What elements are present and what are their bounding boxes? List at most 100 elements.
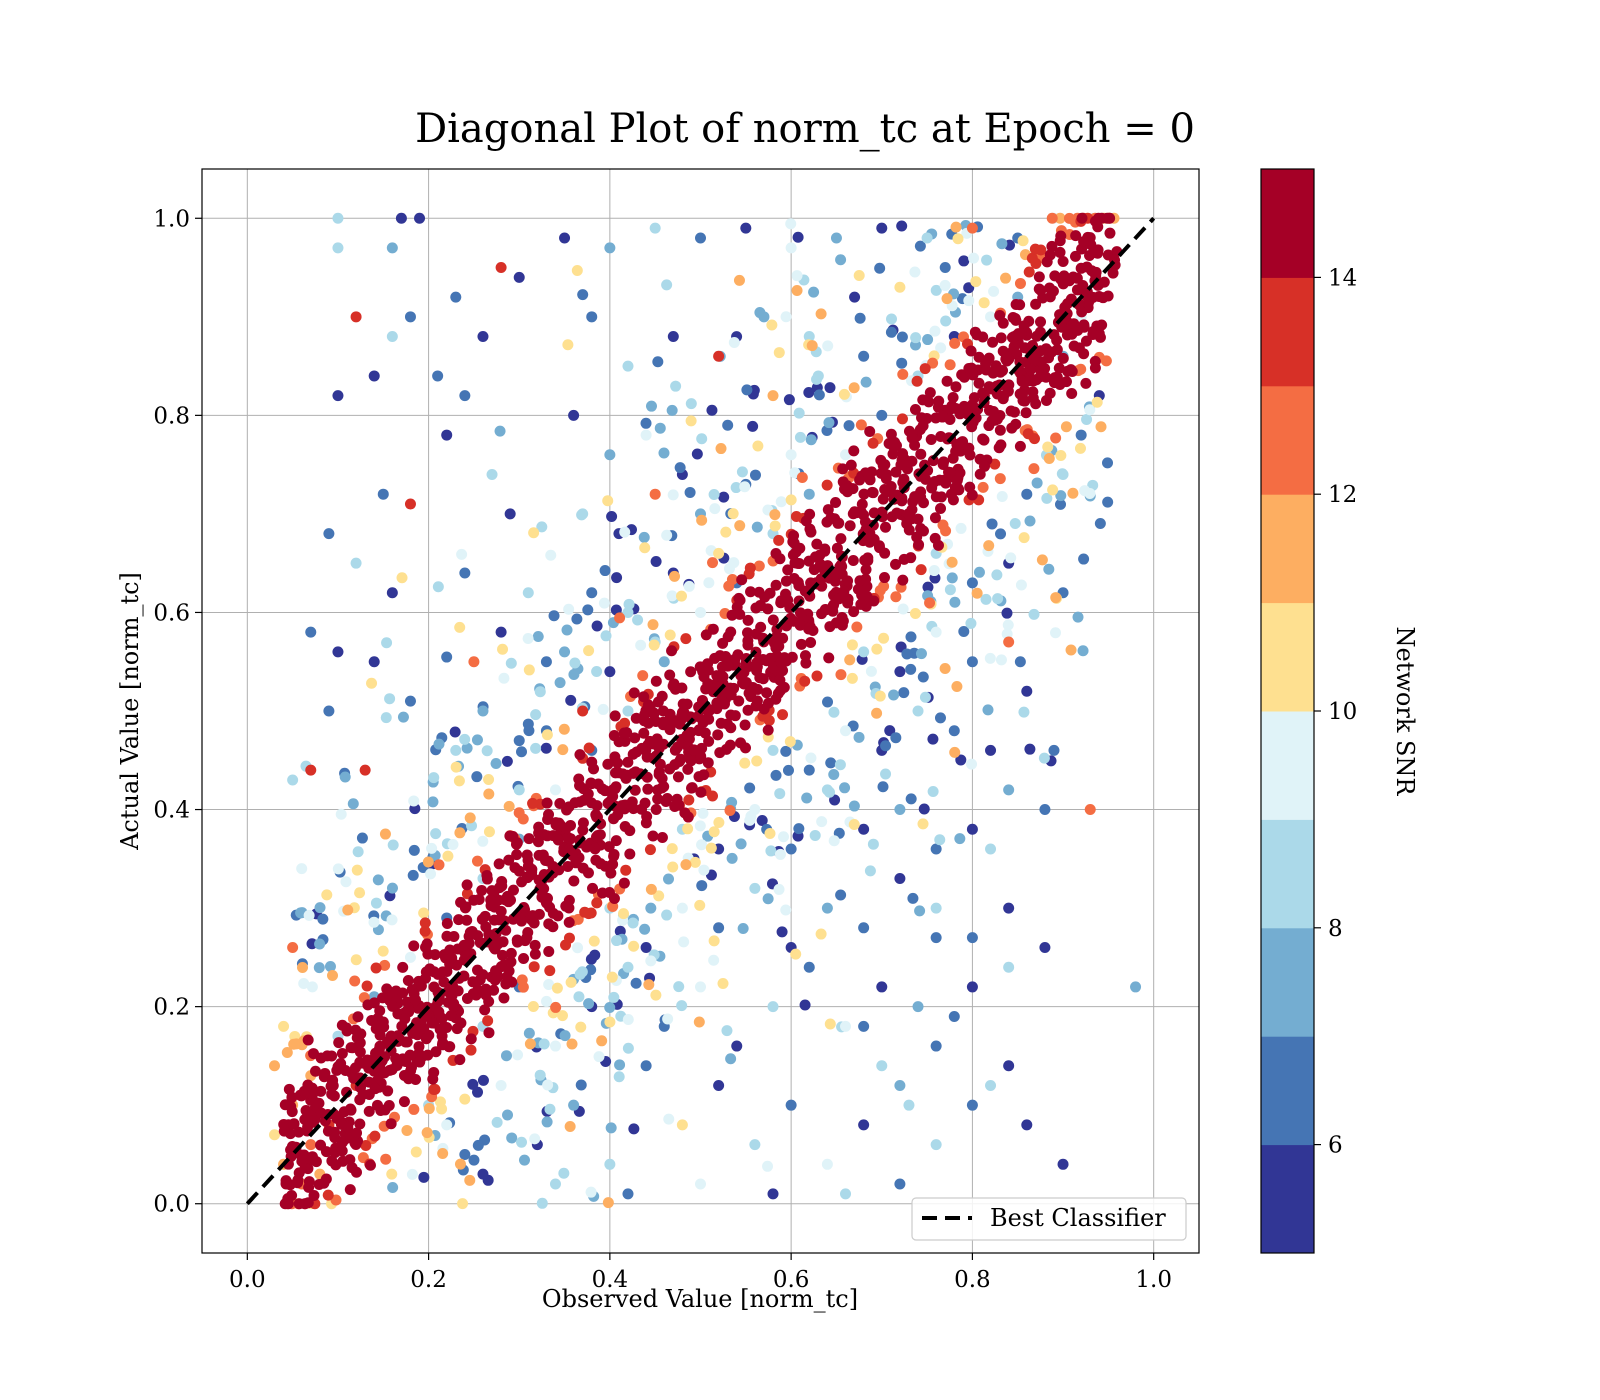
scatter-point <box>957 436 969 448</box>
scatter-point <box>858 350 870 362</box>
scatter-point <box>762 893 774 905</box>
scatter-point <box>380 1153 392 1165</box>
scatter-point <box>295 907 307 919</box>
scatter-point <box>430 828 442 840</box>
scatter-point <box>756 814 768 826</box>
scatter-point <box>935 342 947 354</box>
scatter-point <box>287 942 299 954</box>
scatter-point <box>574 749 586 761</box>
scatter-point <box>369 1130 381 1142</box>
scatter-point <box>403 1073 415 1085</box>
scatter-point <box>669 744 681 756</box>
scatter-point <box>591 620 603 632</box>
scatter-point <box>853 270 865 282</box>
scatter-point <box>428 772 440 784</box>
scatter-point <box>835 889 847 901</box>
scatter-point <box>459 1093 471 1105</box>
scatter-point <box>414 212 426 224</box>
scatter-point <box>503 854 515 866</box>
scatter-point <box>622 705 634 717</box>
colorbar-tick-label: 8 <box>1328 916 1343 942</box>
scatter-point <box>874 690 886 702</box>
scatter-point <box>604 1016 616 1028</box>
scatter-point <box>1035 316 1047 328</box>
scatter-point <box>842 594 854 606</box>
scatter-point <box>860 564 872 576</box>
scatter-point <box>598 597 610 609</box>
scatter-point <box>978 434 990 446</box>
scatter-point <box>314 902 326 914</box>
scatter-point <box>423 1103 435 1115</box>
scatter-point <box>608 850 620 862</box>
scatter-point <box>1081 413 1093 425</box>
scatter-point <box>604 242 616 254</box>
scatter-point <box>582 788 594 800</box>
scatter-point <box>994 473 1006 485</box>
scatter-point <box>765 845 777 857</box>
scatter-point <box>707 557 719 569</box>
scatter-point <box>930 843 942 855</box>
scatter-point <box>541 797 553 809</box>
scatter-point <box>583 998 595 1010</box>
scatter-point <box>726 852 738 864</box>
scatter-point <box>573 991 585 1003</box>
scatter-point <box>947 494 959 506</box>
scatter-point <box>749 1139 761 1151</box>
scatter-point <box>996 238 1008 250</box>
scatter-point <box>354 887 366 899</box>
scatter-point <box>296 863 308 875</box>
scatter-point <box>963 363 975 375</box>
scatter-point <box>785 843 797 855</box>
scatter-point <box>1017 395 1029 407</box>
scatter-point <box>880 521 892 533</box>
scatter-point <box>912 705 924 717</box>
scatter-point <box>559 232 571 244</box>
scatter-point <box>1049 270 1061 282</box>
scatter-point <box>663 1113 675 1125</box>
scatter-point <box>361 980 373 992</box>
scatter-point <box>606 511 618 523</box>
scatter-point <box>733 274 745 286</box>
scatter-point <box>903 524 915 536</box>
scatter-point <box>464 812 476 824</box>
scatter-point <box>670 380 682 392</box>
scatter-point <box>671 793 683 805</box>
scatter-point <box>739 742 751 754</box>
scatter-point <box>796 471 808 483</box>
scatter-point <box>549 784 561 796</box>
scatter-point <box>377 488 389 500</box>
scatter-point <box>676 682 688 694</box>
scatter-point <box>740 222 752 234</box>
scatter-point <box>593 1051 605 1063</box>
scatter-point <box>939 262 951 274</box>
scatter-point <box>293 1126 305 1138</box>
scatter-point <box>696 880 708 892</box>
plot-frame <box>201 168 1200 1254</box>
scatter-point <box>932 401 944 413</box>
scatter-point <box>907 892 919 904</box>
scatter-point <box>741 627 753 639</box>
scatter-point <box>693 771 705 783</box>
scatter-point <box>370 1023 382 1035</box>
scatter-point <box>1084 804 1096 816</box>
scatter-point <box>973 566 985 578</box>
scatter-point <box>685 398 697 410</box>
scatter-point <box>689 856 701 868</box>
scatter-point <box>515 913 527 925</box>
scatter-point <box>532 836 544 848</box>
scatter-point <box>811 538 823 550</box>
scatter-point <box>450 744 462 756</box>
scatter-point <box>1078 553 1090 565</box>
scatter-point <box>386 587 398 599</box>
scatter-point <box>729 710 741 722</box>
scatter-point <box>649 488 661 500</box>
scatter-point <box>929 325 941 337</box>
scatter-point <box>465 1033 477 1045</box>
scatter-point <box>750 628 762 640</box>
scatter-point <box>523 1027 535 1039</box>
scatter-point <box>586 778 598 790</box>
scatter-point <box>803 623 815 635</box>
scatter-point <box>803 331 815 343</box>
scatter-point <box>628 803 640 815</box>
scatter-point <box>947 392 959 404</box>
